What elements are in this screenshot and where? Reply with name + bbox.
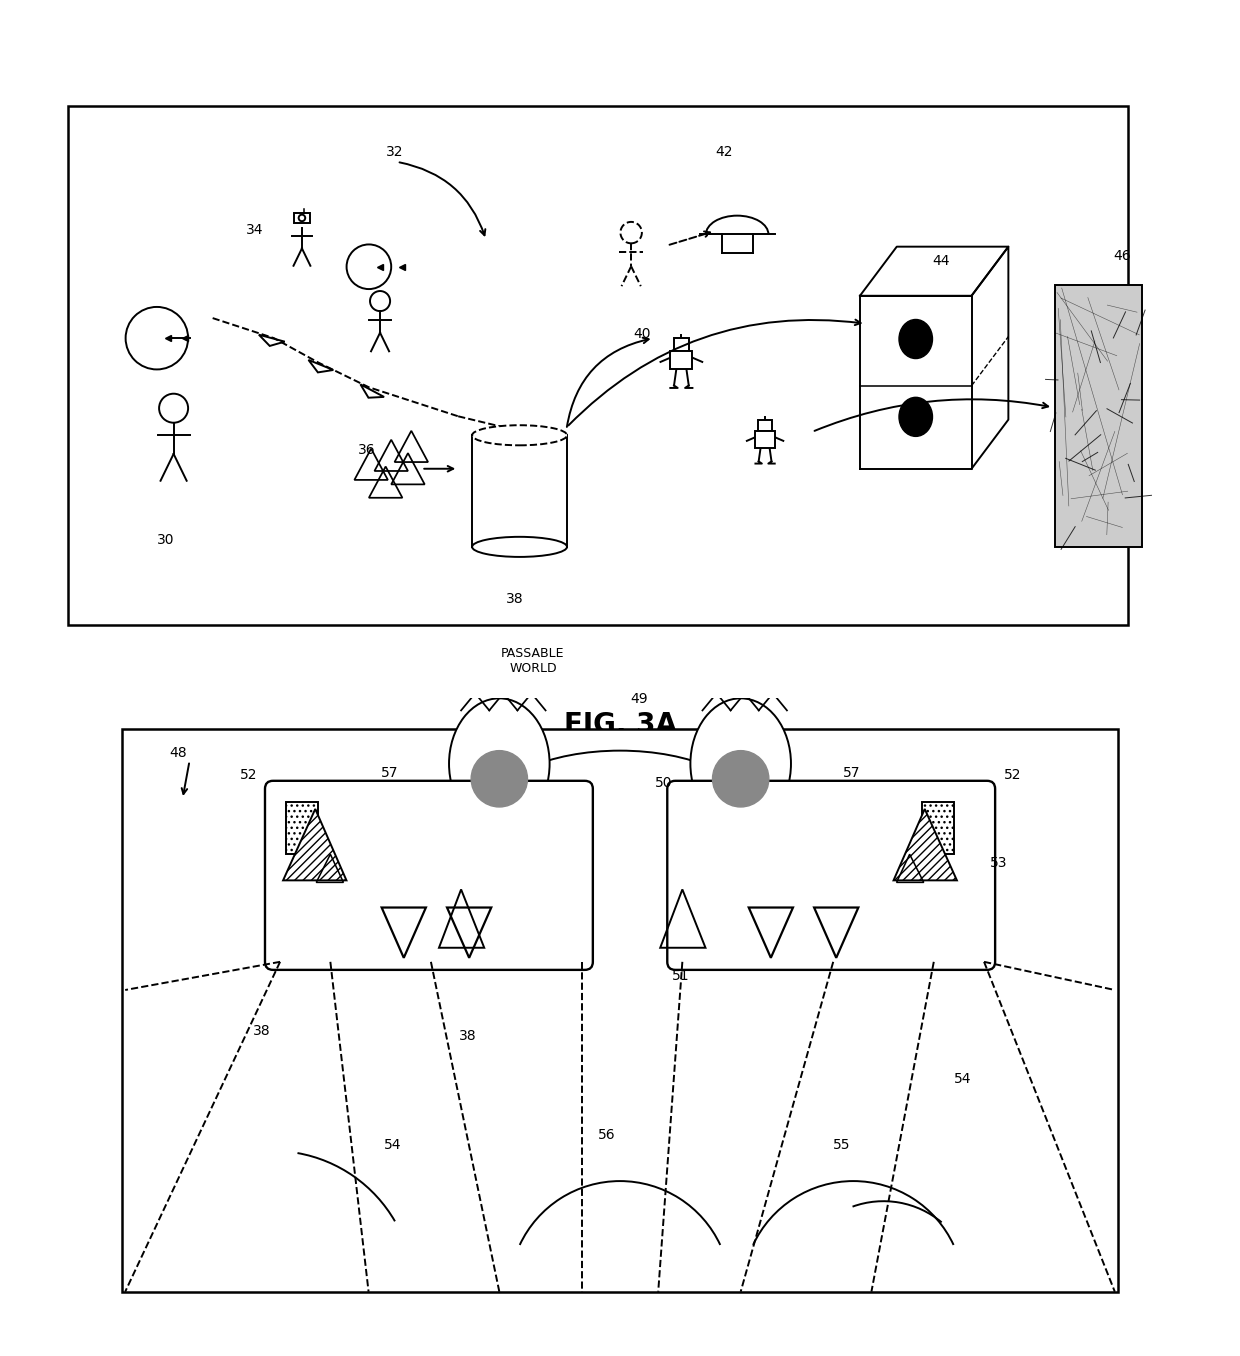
Ellipse shape: [691, 698, 791, 829]
Circle shape: [471, 751, 527, 807]
Text: 52: 52: [239, 767, 258, 782]
Text: 38: 38: [459, 1029, 476, 1043]
Ellipse shape: [472, 537, 567, 557]
Text: 56: 56: [598, 1128, 615, 1142]
FancyBboxPatch shape: [667, 781, 996, 970]
Text: 42: 42: [714, 145, 733, 159]
Text: 57: 57: [381, 766, 398, 780]
FancyBboxPatch shape: [265, 781, 593, 970]
Bar: [1055, 285, 1142, 546]
Text: 38: 38: [253, 1024, 270, 1039]
Text: 53: 53: [990, 856, 1008, 871]
Text: 57: 57: [843, 766, 861, 780]
Ellipse shape: [472, 426, 567, 445]
Bar: [286, 801, 319, 854]
FancyBboxPatch shape: [755, 431, 775, 447]
Circle shape: [713, 751, 769, 807]
Text: 36: 36: [358, 443, 376, 457]
Text: 34: 34: [246, 224, 264, 237]
Text: 54: 54: [383, 1138, 402, 1151]
FancyBboxPatch shape: [758, 419, 773, 431]
Text: 52: 52: [1004, 767, 1022, 782]
Polygon shape: [283, 810, 346, 880]
Ellipse shape: [449, 698, 549, 829]
Text: FIG. 3A: FIG. 3A: [563, 711, 677, 739]
Bar: [294, 213, 310, 224]
Text: 30: 30: [156, 533, 175, 546]
Text: 55: 55: [833, 1138, 851, 1151]
Text: 48: 48: [170, 746, 187, 759]
Polygon shape: [894, 810, 957, 880]
Text: 54: 54: [954, 1071, 971, 1086]
Text: 38: 38: [506, 591, 523, 606]
Text: 46: 46: [1114, 250, 1131, 263]
Text: 50: 50: [655, 776, 672, 789]
Ellipse shape: [899, 320, 932, 358]
FancyBboxPatch shape: [673, 338, 689, 351]
Text: 49: 49: [630, 693, 647, 706]
Text: 51: 51: [672, 970, 689, 983]
Text: 44: 44: [932, 254, 950, 267]
Text: 40: 40: [634, 327, 651, 342]
Bar: [921, 801, 954, 854]
Text: 32: 32: [386, 145, 403, 159]
FancyBboxPatch shape: [671, 351, 692, 369]
Text: PASSABLE
WORLD: PASSABLE WORLD: [501, 647, 564, 675]
Ellipse shape: [899, 397, 932, 437]
